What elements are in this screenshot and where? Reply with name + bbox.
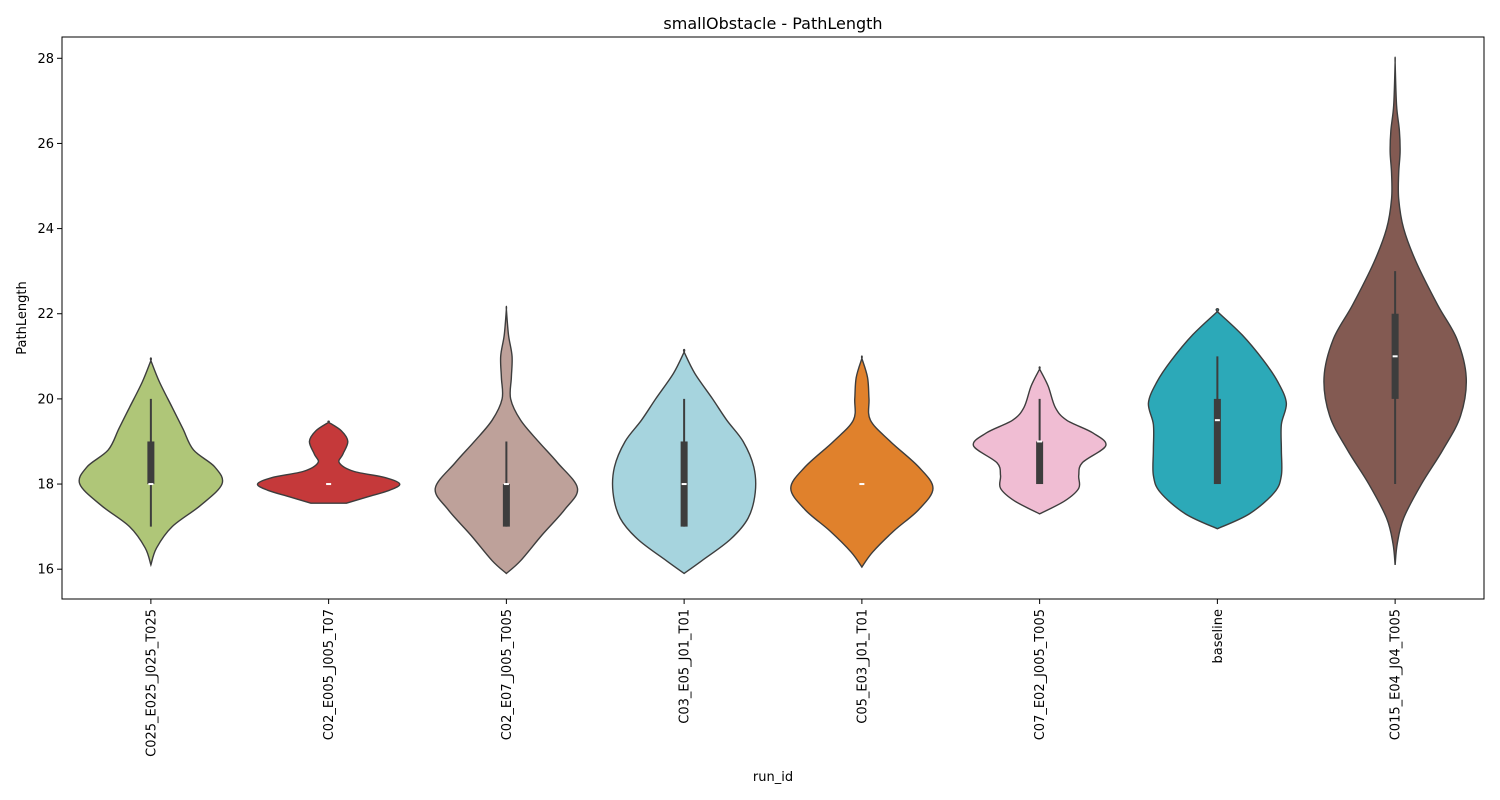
x-tick-label: C02_E07_J005_T005 (500, 609, 515, 740)
median-marker-baseline (1214, 419, 1220, 422)
iqr-box-C025_E025_J025_T025 (147, 441, 155, 485)
chart-title: smallObstacle - PathLength (663, 14, 882, 33)
y-axis-title: PathLength (15, 281, 30, 354)
x-axis: C025_E025_J025_T025 C02_E005_J005_T07 C02_… (144, 599, 1404, 757)
median-marker-C02_E005_J005_T07 (326, 483, 332, 486)
x-tick-label: C03_E05_J01_T01 (678, 609, 693, 724)
boxes-layer (147, 271, 1399, 527)
median-marker-C025_E025_J025_T025 (148, 483, 154, 486)
y-tick-label: 18 (37, 478, 54, 493)
x-axis-title: run_id (753, 770, 793, 785)
y-tick-label: 26 (37, 137, 54, 152)
violin-C02_E07_J005_T005 (434, 305, 579, 575)
iqr-box-C07_E02_J005_T005 (1036, 441, 1044, 485)
violin-C05_E03_J01_T01 (790, 355, 934, 569)
plot-frame (61, 36, 1485, 600)
y-tick-label: 22 (37, 307, 54, 322)
median-marker-C015_E04_J04_T005 (1392, 355, 1398, 358)
median-marker-C05_E03_J01_T01 (859, 483, 865, 486)
x-tick-label: C015_E04_J04_T005 (1389, 609, 1404, 740)
y-axis: 16 18 20 22 24 26 28 (37, 52, 62, 578)
x-tick-label: C05_E03_J01_T01 (855, 609, 870, 724)
iqr-box-C02_E07_J005_T005 (502, 484, 510, 527)
y-tick-label: 16 (37, 563, 54, 578)
x-tick-label: C07_E02_J005_T005 (1033, 609, 1048, 740)
y-tick-label: 28 (37, 52, 54, 67)
x-tick-label: C025_E025_J025_T025 (144, 609, 159, 757)
median-marker-C03_E05_J01_T01 (681, 483, 687, 486)
median-marker-C07_E02_J005_T005 (1037, 440, 1043, 443)
y-tick-label: 24 (37, 222, 54, 237)
y-tick-label: 20 (37, 392, 54, 407)
iqr-box-baseline (1213, 398, 1221, 485)
violins-layer (78, 56, 1468, 575)
violin-C02_E005_J005_T07 (256, 420, 401, 504)
x-tick-label: baseline (1211, 609, 1226, 663)
median-marker-C02_E07_J005_T005 (503, 483, 509, 486)
x-tick-label: C02_E005_J005_T07 (322, 609, 337, 740)
